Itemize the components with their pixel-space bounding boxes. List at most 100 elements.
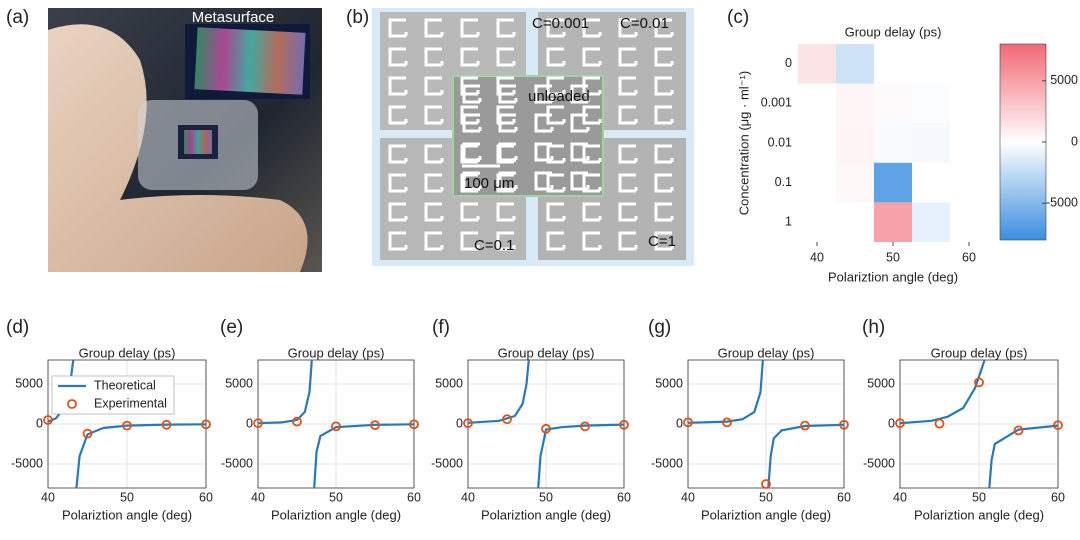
x-tick-label: 50 bbox=[329, 490, 343, 504]
plot-frame bbox=[467, 359, 625, 489]
data-point bbox=[82, 428, 93, 439]
panel-label: (b) bbox=[346, 7, 369, 28]
x-axis-label: Polariztion angle (deg) bbox=[914, 507, 1044, 522]
resonator bbox=[570, 113, 590, 133]
heat-cell bbox=[874, 162, 912, 203]
y-tick-label: -5000 bbox=[651, 456, 683, 470]
x-tick-label: 50 bbox=[972, 490, 986, 504]
data-point bbox=[201, 419, 211, 430]
resonator bbox=[460, 18, 480, 38]
resonator bbox=[460, 105, 480, 125]
data-point bbox=[122, 420, 132, 431]
y-tick-label: 0 bbox=[888, 416, 895, 430]
y-tick-label: 5000 bbox=[655, 376, 683, 390]
resonator bbox=[496, 47, 516, 67]
x-tick-label: 40 bbox=[810, 250, 824, 264]
resonator bbox=[424, 173, 444, 193]
resonator bbox=[460, 231, 480, 251]
resonator bbox=[462, 142, 482, 162]
chart-title: Group delay (ps) bbox=[931, 345, 1028, 360]
y-tick-label: 0 bbox=[456, 416, 463, 430]
resonator bbox=[424, 18, 444, 38]
heat-cell bbox=[836, 83, 874, 124]
resonator bbox=[424, 47, 444, 67]
colorbar-tick-label: 5000 bbox=[1050, 73, 1078, 87]
x-tick-label: 40 bbox=[41, 490, 55, 504]
resonator bbox=[654, 144, 674, 164]
resonator bbox=[618, 231, 638, 251]
plot-frame bbox=[899, 359, 1059, 489]
resonator bbox=[424, 202, 444, 222]
resonator bbox=[496, 18, 516, 38]
resonator bbox=[546, 144, 566, 164]
x-tick-label: 60 bbox=[837, 490, 851, 504]
resonator bbox=[460, 47, 480, 67]
resonator bbox=[546, 18, 566, 38]
resonator bbox=[570, 84, 590, 104]
panel-label: (f) bbox=[432, 317, 450, 338]
heat-cell bbox=[912, 123, 950, 163]
x-tick-label: 60 bbox=[199, 490, 213, 504]
resonator bbox=[582, 173, 602, 193]
resonator bbox=[618, 173, 638, 193]
legend-label: Theoretical bbox=[94, 378, 156, 392]
data-point bbox=[541, 423, 551, 434]
resonator bbox=[546, 47, 566, 67]
heat-cell bbox=[836, 44, 874, 84]
resonator bbox=[388, 76, 408, 96]
y-tick-label: 5000 bbox=[435, 376, 463, 390]
heat-cell bbox=[874, 83, 912, 124]
resonator bbox=[496, 105, 516, 125]
x-tick-label: 40 bbox=[893, 490, 907, 504]
resonator bbox=[424, 144, 444, 164]
resonator bbox=[460, 202, 480, 222]
heat-cell bbox=[836, 162, 874, 203]
colorbar-tick-label: -5000 bbox=[1046, 196, 1078, 210]
panel-label: (g) bbox=[648, 317, 671, 338]
y-tick-label: 1 bbox=[785, 214, 792, 228]
resonator bbox=[460, 76, 480, 96]
resonator bbox=[618, 76, 638, 96]
resonator bbox=[582, 47, 602, 67]
heat-cell bbox=[798, 123, 836, 163]
data-point bbox=[43, 415, 53, 425]
data-point bbox=[1053, 420, 1063, 431]
resonator bbox=[618, 144, 638, 164]
resonator bbox=[462, 171, 482, 191]
chart-title: Group delay (ps) bbox=[79, 345, 176, 360]
resonator bbox=[582, 144, 602, 164]
resonator bbox=[498, 84, 518, 104]
micrograph-label: C=0.01 bbox=[620, 15, 669, 32]
data-point bbox=[463, 418, 473, 429]
resonator bbox=[534, 113, 554, 133]
resonator bbox=[534, 84, 554, 104]
resonator bbox=[534, 142, 554, 162]
chart-title: Group delay (ps) bbox=[718, 345, 815, 360]
chart-title: Group delay (ps) bbox=[845, 24, 942, 39]
resonator bbox=[462, 84, 482, 104]
x-tick-label: 50 bbox=[886, 250, 900, 264]
y-tick-label: 0 bbox=[246, 416, 253, 430]
data-point bbox=[800, 420, 810, 431]
resonator bbox=[654, 76, 674, 96]
data-point bbox=[370, 420, 380, 431]
resonator bbox=[570, 171, 590, 191]
y-tick-label: -5000 bbox=[431, 456, 463, 470]
panel-label: (e) bbox=[220, 317, 243, 338]
heat-cell bbox=[798, 162, 836, 203]
y-tick-label: -5000 bbox=[863, 456, 895, 470]
resonator bbox=[388, 105, 408, 125]
chart-title: Group delay (ps) bbox=[288, 345, 385, 360]
heat-cell bbox=[950, 83, 988, 124]
theory-line bbox=[900, 360, 1058, 488]
heat-cell bbox=[874, 44, 912, 84]
resonator bbox=[654, 105, 674, 125]
legend-label: Experimental bbox=[94, 396, 167, 410]
y-tick-label: -5000 bbox=[11, 456, 43, 470]
heat-cell bbox=[798, 44, 836, 84]
resonator bbox=[546, 173, 566, 193]
resonator bbox=[424, 231, 444, 251]
heat-cell bbox=[874, 202, 912, 242]
resonator bbox=[654, 202, 674, 222]
